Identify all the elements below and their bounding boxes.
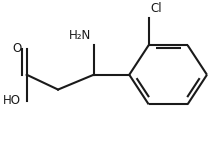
Text: Cl: Cl: [151, 2, 162, 15]
Text: O: O: [12, 42, 21, 55]
Text: H₂N: H₂N: [69, 29, 91, 42]
Text: HO: HO: [3, 94, 21, 107]
